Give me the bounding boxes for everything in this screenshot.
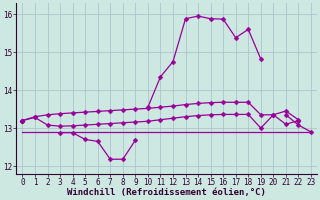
X-axis label: Windchill (Refroidissement éolien,°C): Windchill (Refroidissement éolien,°C): [67, 188, 266, 197]
